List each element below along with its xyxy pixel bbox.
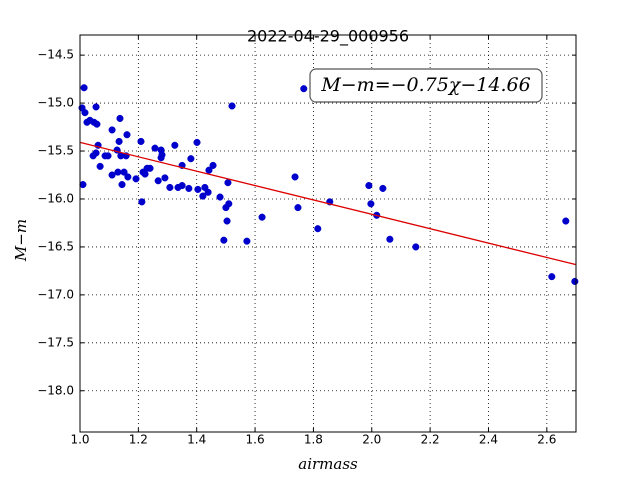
y-tick-label: −17.0 [37, 287, 74, 301]
data-point [92, 149, 100, 157]
data-point [81, 109, 89, 117]
data-point [220, 236, 228, 244]
fit-line [79, 141, 577, 266]
data-point [187, 155, 195, 163]
data-point [228, 102, 236, 110]
x-tick-label: 2.6 [537, 433, 556, 447]
data-point [571, 277, 579, 285]
data-point [291, 173, 299, 181]
data-point [294, 204, 302, 212]
data-point [209, 161, 217, 169]
data-point [108, 171, 116, 179]
data-point [93, 120, 101, 128]
y-tick-label: −17.5 [37, 335, 74, 349]
data-point [104, 152, 112, 160]
data-point [367, 200, 375, 208]
plot-frame [79, 34, 577, 433]
data-point [79, 181, 87, 189]
y-tick-label: −15.0 [37, 96, 74, 110]
data-point [314, 225, 322, 233]
data-point [114, 168, 122, 176]
y-tick-label: −14.5 [37, 48, 74, 62]
data-point [204, 188, 212, 196]
data-point [258, 213, 266, 221]
x-axis-label: airmass [298, 455, 358, 473]
data-point [158, 151, 166, 159]
data-point [386, 235, 394, 243]
data-point [199, 192, 207, 200]
data-point [243, 237, 251, 245]
data-point [166, 183, 174, 192]
data-point [300, 85, 308, 93]
chart-title: 2022-04-29_000956 [247, 27, 409, 47]
data-point [562, 217, 570, 225]
data-point [80, 84, 88, 92]
data-point [124, 173, 132, 181]
data-point [141, 170, 149, 178]
data-point [216, 193, 224, 201]
x-tick-label: 2.0 [362, 433, 381, 447]
data-point [118, 181, 126, 189]
data-point [548, 273, 556, 281]
data-point [224, 179, 232, 187]
annotation: M−m=−0.75χ−14.66 [320, 74, 530, 96]
data-point [154, 177, 162, 185]
data-point [123, 131, 131, 139]
x-tick-label: 1.0 [70, 433, 89, 447]
data-point [185, 184, 193, 192]
y-axis-label: M−m [12, 219, 30, 262]
data-point [146, 164, 154, 172]
data-point [120, 168, 128, 176]
data-point [96, 162, 104, 170]
y-tick-label: −18.0 [37, 383, 74, 397]
data-point [92, 103, 100, 111]
x-tick-label: 2.4 [479, 433, 498, 447]
data-point [178, 182, 186, 190]
y-tick-label: −16.5 [37, 239, 74, 253]
data-point [365, 182, 373, 190]
annotation-box [309, 68, 543, 103]
data-point [137, 137, 145, 145]
data-point [379, 184, 387, 192]
data-point [132, 175, 140, 183]
data-point [171, 141, 179, 149]
data-point [115, 137, 123, 145]
data-point [108, 126, 116, 134]
x-tick-label: 1.2 [129, 433, 148, 447]
data-point [223, 217, 231, 225]
x-tick-label: 1.8 [304, 433, 323, 447]
data-point [412, 243, 420, 251]
y-tick-label: −15.5 [37, 144, 74, 158]
data-point [161, 174, 169, 182]
data-point [193, 138, 201, 146]
y-tick-label: −16.0 [37, 191, 74, 205]
data-point [194, 185, 202, 193]
data-point [116, 114, 124, 122]
x-tick-label: 1.6 [246, 433, 265, 447]
data-point [151, 144, 159, 152]
data-point [138, 198, 146, 206]
x-tick-label: 1.4 [187, 433, 206, 447]
data-point [225, 200, 233, 208]
x-tick-label: 2.2 [421, 433, 440, 447]
data-point [205, 166, 213, 174]
